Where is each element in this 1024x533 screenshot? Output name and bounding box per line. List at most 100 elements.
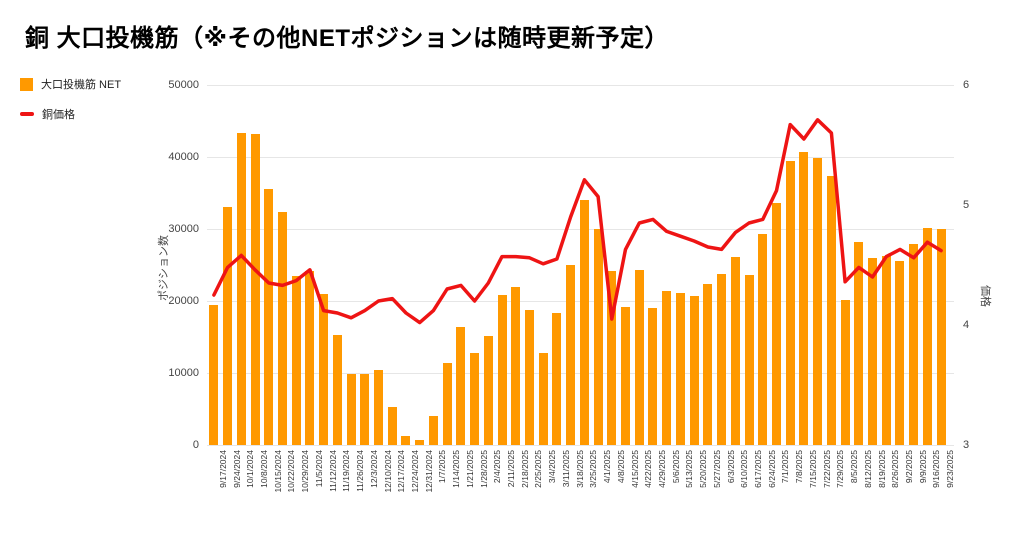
bar bbox=[428, 416, 438, 445]
bar bbox=[415, 439, 425, 445]
x-axis-tick: 6/10/2025 bbox=[739, 450, 750, 488]
x-axis-tick: 9/2/2025 bbox=[903, 450, 914, 484]
bar bbox=[209, 304, 219, 445]
x-axis-tick: 4/1/2025 bbox=[602, 450, 613, 484]
bar bbox=[360, 373, 370, 445]
bar bbox=[854, 241, 864, 445]
bar bbox=[730, 257, 740, 445]
bar bbox=[250, 133, 260, 445]
x-axis-tick: 1/28/2025 bbox=[478, 450, 489, 488]
x-axis-tick: 8/19/2025 bbox=[876, 450, 887, 488]
bar bbox=[593, 229, 603, 445]
x-axis-tick: 9/23/2025 bbox=[945, 450, 956, 488]
x-axis-tick: 4/29/2025 bbox=[656, 450, 667, 488]
x-axis-tick: 10/8/2024 bbox=[259, 450, 270, 488]
legend-item-price: 銅価格 bbox=[20, 106, 121, 122]
x-axis-tick: 10/15/2024 bbox=[272, 450, 283, 493]
left-axis-tick: 0 bbox=[192, 439, 199, 451]
legend-item-net: 大口投機筋 NET bbox=[20, 76, 121, 92]
gridline bbox=[207, 85, 954, 86]
x-axis-tick: 8/5/2025 bbox=[849, 450, 860, 484]
bar bbox=[689, 295, 699, 445]
x-axis-tick: 11/26/2024 bbox=[355, 450, 366, 492]
bar bbox=[470, 352, 480, 445]
x-axis-tick: 3/11/2025 bbox=[560, 450, 571, 488]
bar bbox=[332, 334, 342, 445]
bar bbox=[922, 228, 932, 445]
bar bbox=[346, 374, 356, 445]
bar bbox=[319, 293, 329, 445]
bar bbox=[703, 284, 713, 445]
x-axis-tick: 11/12/2024 bbox=[327, 450, 338, 492]
x-axis-tick: 12/10/2024 bbox=[382, 450, 393, 493]
x-axis-tick: 5/6/2025 bbox=[670, 450, 681, 484]
x-axis-tick: 12/24/2024 bbox=[409, 450, 420, 493]
x-axis-tick: 6/24/2025 bbox=[766, 450, 777, 488]
x-axis-tick: 10/22/2024 bbox=[286, 450, 297, 493]
x-axis-tick: 5/20/2025 bbox=[698, 450, 709, 488]
bar bbox=[895, 261, 905, 445]
bar bbox=[579, 200, 589, 445]
x-axis-tick: 1/21/2025 bbox=[464, 450, 475, 488]
bar bbox=[511, 287, 521, 445]
x-axis-tick: 4/8/2025 bbox=[615, 450, 626, 484]
bar bbox=[868, 257, 878, 445]
left-axis-tick: 40000 bbox=[168, 151, 199, 163]
x-axis-tick: 2/11/2025 bbox=[506, 450, 517, 488]
bar bbox=[717, 274, 727, 445]
bar bbox=[758, 234, 768, 445]
x-axis-tick: 2/18/2025 bbox=[519, 450, 530, 488]
x-axis-tick: 3/25/2025 bbox=[588, 450, 599, 488]
bar bbox=[442, 362, 452, 445]
x-axis-tick: 7/22/2025 bbox=[821, 450, 832, 488]
bar bbox=[524, 309, 534, 445]
right-axis-tick: 4 bbox=[963, 319, 970, 331]
right-axis-tick: 5 bbox=[963, 199, 970, 211]
bar bbox=[236, 133, 246, 445]
x-axis-tick: 3/18/2025 bbox=[574, 450, 585, 488]
x-axis-tick: 12/31/2024 bbox=[423, 450, 434, 493]
gridline bbox=[207, 445, 954, 446]
x-axis-tick: 12/17/2024 bbox=[396, 450, 407, 493]
bar bbox=[291, 275, 301, 445]
bar bbox=[634, 270, 644, 445]
bar bbox=[621, 307, 631, 445]
x-axis-tick: 7/8/2025 bbox=[794, 450, 805, 484]
x-axis-tick: 9/17/2024 bbox=[217, 450, 228, 488]
x-axis-tick: 9/24/2024 bbox=[231, 450, 242, 488]
x-axis-tick: 10/29/2024 bbox=[300, 450, 311, 493]
left-axis-tick: 30000 bbox=[168, 223, 199, 235]
x-axis-tick: 6/17/2025 bbox=[753, 450, 764, 488]
chart-title: 銅 大口投機筋（※その他NETポジションは随時更新予定） bbox=[25, 25, 669, 52]
bar bbox=[936, 229, 946, 445]
bar bbox=[374, 370, 384, 445]
x-axis-tick: 4/15/2025 bbox=[629, 450, 640, 488]
bar bbox=[771, 203, 781, 445]
bar bbox=[909, 244, 919, 445]
bar bbox=[305, 270, 315, 445]
bar bbox=[840, 300, 850, 445]
bar bbox=[538, 352, 548, 445]
bar bbox=[648, 308, 658, 445]
x-axis-tick: 9/9/2025 bbox=[917, 450, 928, 484]
x-axis-tick: 8/26/2025 bbox=[890, 450, 901, 488]
left-axis-tick: 10000 bbox=[168, 367, 199, 379]
bar bbox=[387, 406, 397, 445]
bar bbox=[607, 271, 617, 445]
x-axis-tick: 12/3/2024 bbox=[368, 450, 379, 488]
bar bbox=[497, 295, 507, 445]
left-axis-title: ポジション数 bbox=[158, 235, 170, 301]
x-axis-tick: 11/5/2024 bbox=[313, 450, 324, 488]
x-axis-tick: 7/29/2025 bbox=[835, 450, 846, 488]
bar bbox=[799, 151, 809, 445]
x-axis-tick: 11/19/2024 bbox=[341, 450, 352, 492]
bar bbox=[785, 160, 795, 445]
bar bbox=[826, 175, 836, 445]
legend: 大口投機筋 NET 銅価格 bbox=[20, 76, 121, 136]
bar bbox=[456, 326, 466, 445]
x-axis-tick: 1/14/2025 bbox=[451, 450, 462, 488]
bar-series-label: 大口投機筋 NET bbox=[41, 79, 122, 91]
bar bbox=[675, 293, 685, 445]
bar bbox=[264, 189, 274, 445]
x-axis-tick: 10/1/2024 bbox=[245, 450, 256, 488]
